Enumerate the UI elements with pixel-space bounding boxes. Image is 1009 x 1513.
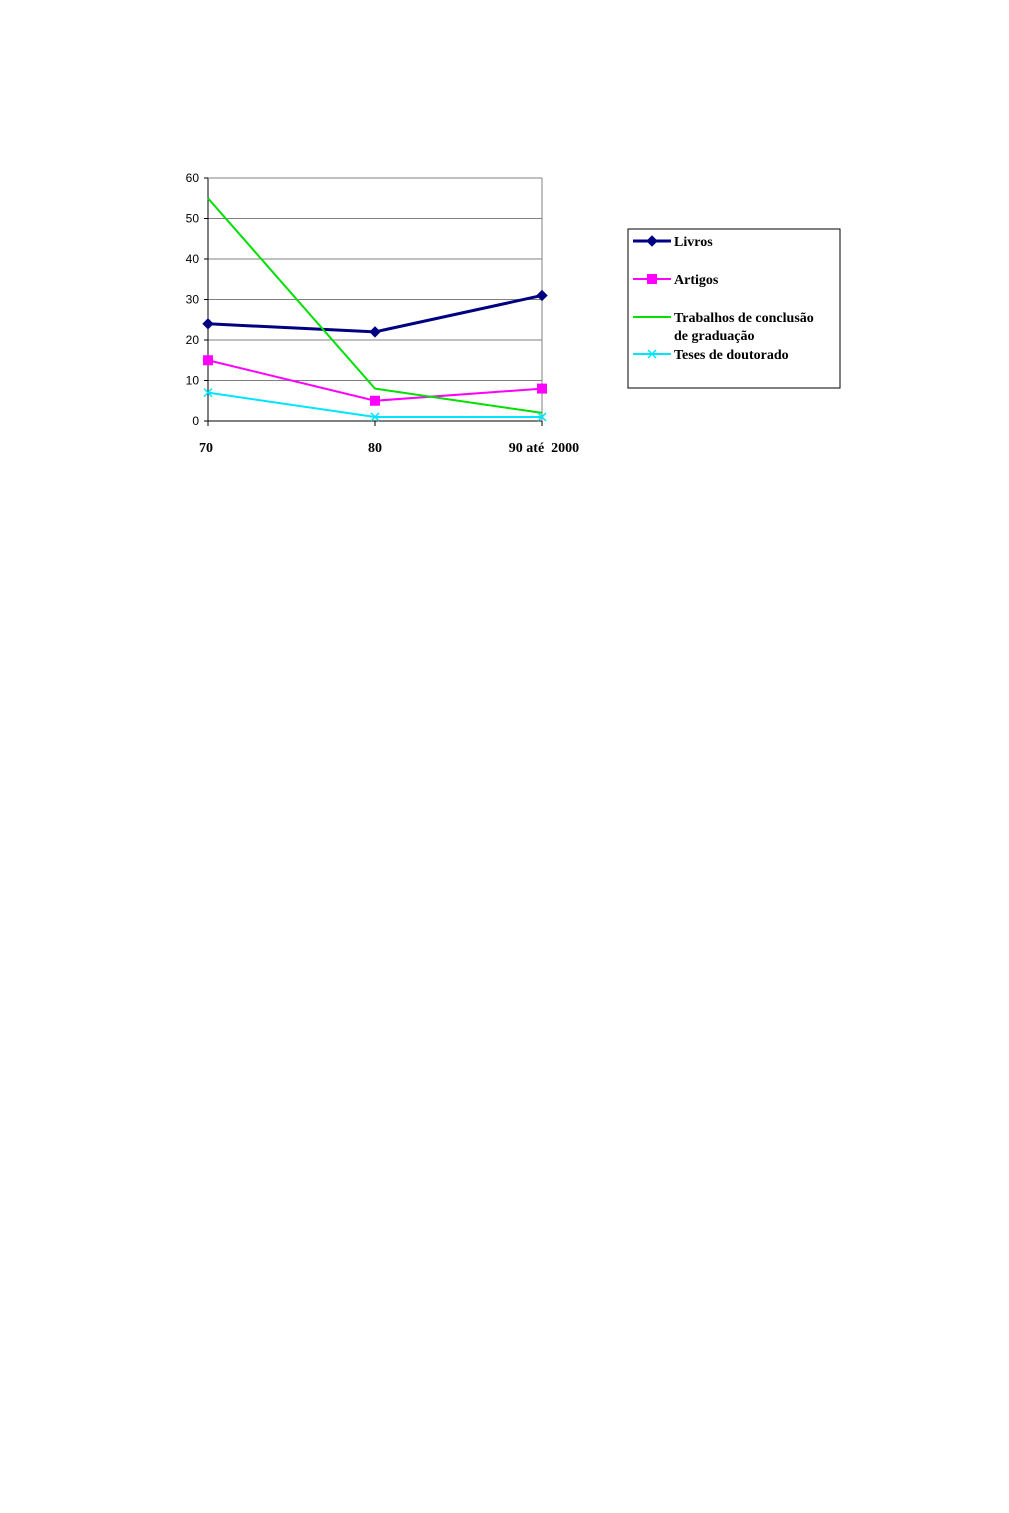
data-point	[203, 355, 213, 366]
legend-label-line: de graduação	[674, 329, 755, 344]
series-1	[203, 355, 547, 406]
y-tick-label: 50	[186, 212, 200, 226]
legend-item-2: Trabalhos de conclusão de graduação	[633, 311, 814, 344]
legend-item-0: Livros	[633, 235, 713, 250]
data-point	[536, 289, 548, 302]
data-point	[370, 412, 380, 422]
legend-swatch-marker	[646, 235, 658, 247]
x-tick-label: 70	[199, 441, 213, 456]
data-point	[537, 383, 547, 394]
legend-label: Teses de doutorado	[674, 348, 789, 363]
legend-label-line: Trabalhos de conclusão	[674, 311, 814, 326]
series-0	[202, 289, 548, 338]
gridlines	[208, 177, 542, 381]
y-tick-label: 30	[186, 293, 200, 307]
y-axis-ticks: 0 10 20 30 40 50 60	[186, 171, 208, 428]
y-tick-label: 40	[186, 252, 200, 266]
legend-swatch-marker	[647, 274, 657, 284]
series-group	[202, 197, 548, 422]
y-tick-label: 0	[192, 414, 199, 428]
series-line	[207, 197, 543, 414]
y-tick-label: 60	[186, 171, 200, 185]
data-point	[202, 318, 214, 330]
y-tick-label: 10	[186, 374, 200, 388]
series-2	[207, 197, 543, 414]
legend-item-1: Artigos	[633, 273, 719, 288]
series-3	[203, 388, 547, 422]
x-axis-ticks: 70 80 90 até 2000	[199, 421, 579, 456]
legend-label: Livros	[674, 235, 713, 250]
data-point	[537, 412, 547, 422]
y-tick-label: 20	[186, 333, 200, 347]
legend: Livros Artigos Trabalhos de conclusão de gr…	[627, 228, 841, 389]
legend-swatch-marker	[647, 349, 657, 359]
legend-item-3: Teses de doutorado	[633, 348, 789, 363]
x-tick-label: 80	[368, 441, 382, 456]
data-point	[370, 395, 380, 406]
data-point	[203, 388, 213, 398]
data-point	[369, 326, 381, 338]
legend-label: Artigos	[674, 273, 719, 288]
legend-box	[627, 228, 841, 389]
x-tick-label: 90 até 2000	[509, 441, 579, 456]
